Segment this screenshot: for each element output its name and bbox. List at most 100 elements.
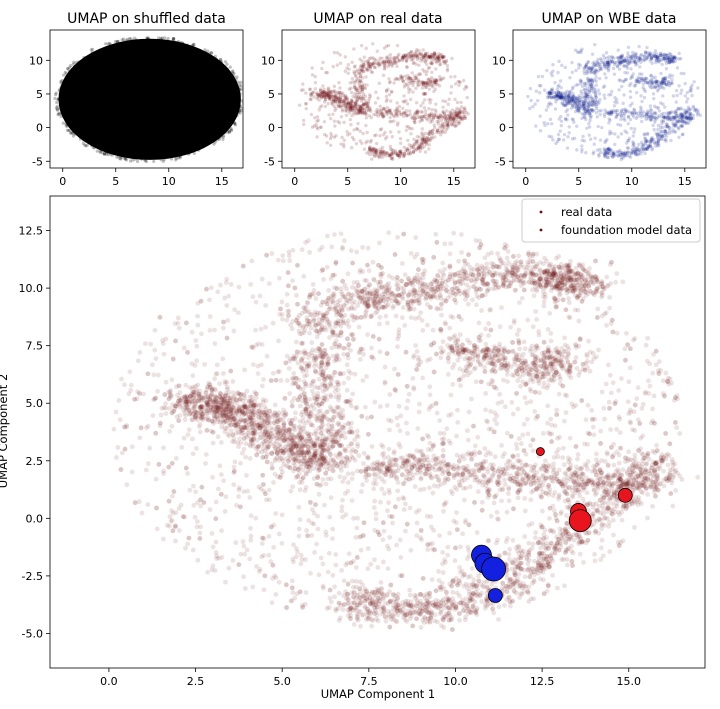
point (326, 429, 331, 435)
point (387, 62, 391, 67)
point (656, 79, 661, 84)
point (567, 90, 572, 94)
point (665, 478, 670, 484)
point (589, 114, 593, 118)
point (326, 102, 330, 106)
point (291, 435, 297, 440)
point (609, 259, 614, 265)
point (381, 115, 385, 119)
point (414, 54, 418, 58)
point (390, 90, 394, 94)
point (402, 145, 406, 150)
point (680, 113, 685, 117)
point (350, 60, 354, 65)
point (601, 489, 607, 495)
point (420, 80, 424, 84)
point (457, 119, 462, 124)
point (438, 326, 443, 332)
point (619, 60, 623, 65)
point (319, 125, 323, 129)
point (369, 56, 373, 60)
point (615, 55, 620, 60)
point (411, 453, 416, 458)
point (632, 525, 637, 530)
point (446, 123, 450, 127)
point (213, 140, 217, 144)
point (352, 137, 356, 142)
point (395, 152, 399, 157)
point (419, 146, 423, 150)
point (177, 390, 183, 395)
point (625, 130, 629, 135)
point (605, 61, 609, 65)
point (142, 155, 146, 160)
point (384, 465, 390, 471)
point (124, 40, 128, 44)
point (318, 463, 324, 468)
point (421, 82, 426, 86)
point (649, 117, 653, 122)
point (625, 66, 630, 70)
point (585, 126, 589, 130)
point (421, 57, 425, 62)
point (538, 486, 544, 492)
point (390, 135, 394, 139)
point (432, 112, 436, 117)
point (384, 109, 388, 113)
point (665, 124, 669, 129)
point (627, 136, 632, 141)
point (341, 103, 346, 108)
point (420, 608, 425, 614)
point (135, 153, 140, 158)
point (437, 52, 441, 56)
point (604, 139, 608, 143)
point (521, 339, 527, 345)
point (577, 106, 581, 110)
point (539, 524, 545, 530)
point (430, 131, 435, 136)
point (393, 111, 398, 116)
point (432, 547, 437, 553)
point (666, 476, 672, 482)
point (567, 91, 572, 95)
point (667, 128, 672, 133)
point (218, 491, 224, 497)
point (592, 150, 596, 154)
point (364, 75, 368, 79)
point (427, 147, 431, 151)
point (586, 478, 592, 484)
point (647, 81, 651, 85)
point (605, 478, 611, 484)
point (670, 60, 675, 64)
point (409, 465, 415, 470)
point (190, 48, 195, 52)
point (582, 81, 587, 86)
point (428, 77, 432, 81)
point (66, 109, 70, 113)
point (400, 75, 405, 79)
point (375, 49, 379, 53)
x-tick-label: 15 (447, 175, 461, 188)
point (346, 101, 350, 106)
point (641, 110, 646, 114)
point (358, 90, 362, 95)
point (606, 147, 610, 151)
point (680, 124, 684, 129)
point (242, 424, 247, 430)
point (393, 108, 397, 113)
point (565, 108, 570, 112)
point (580, 99, 584, 104)
point (351, 105, 355, 110)
point (462, 87, 467, 91)
point (85, 143, 89, 147)
point (534, 89, 539, 93)
point (124, 157, 128, 161)
point (605, 155, 610, 159)
point (436, 55, 440, 59)
point (405, 102, 410, 106)
point (404, 109, 409, 113)
point (674, 56, 679, 61)
point (387, 57, 391, 61)
point (462, 116, 467, 120)
point (148, 155, 152, 159)
